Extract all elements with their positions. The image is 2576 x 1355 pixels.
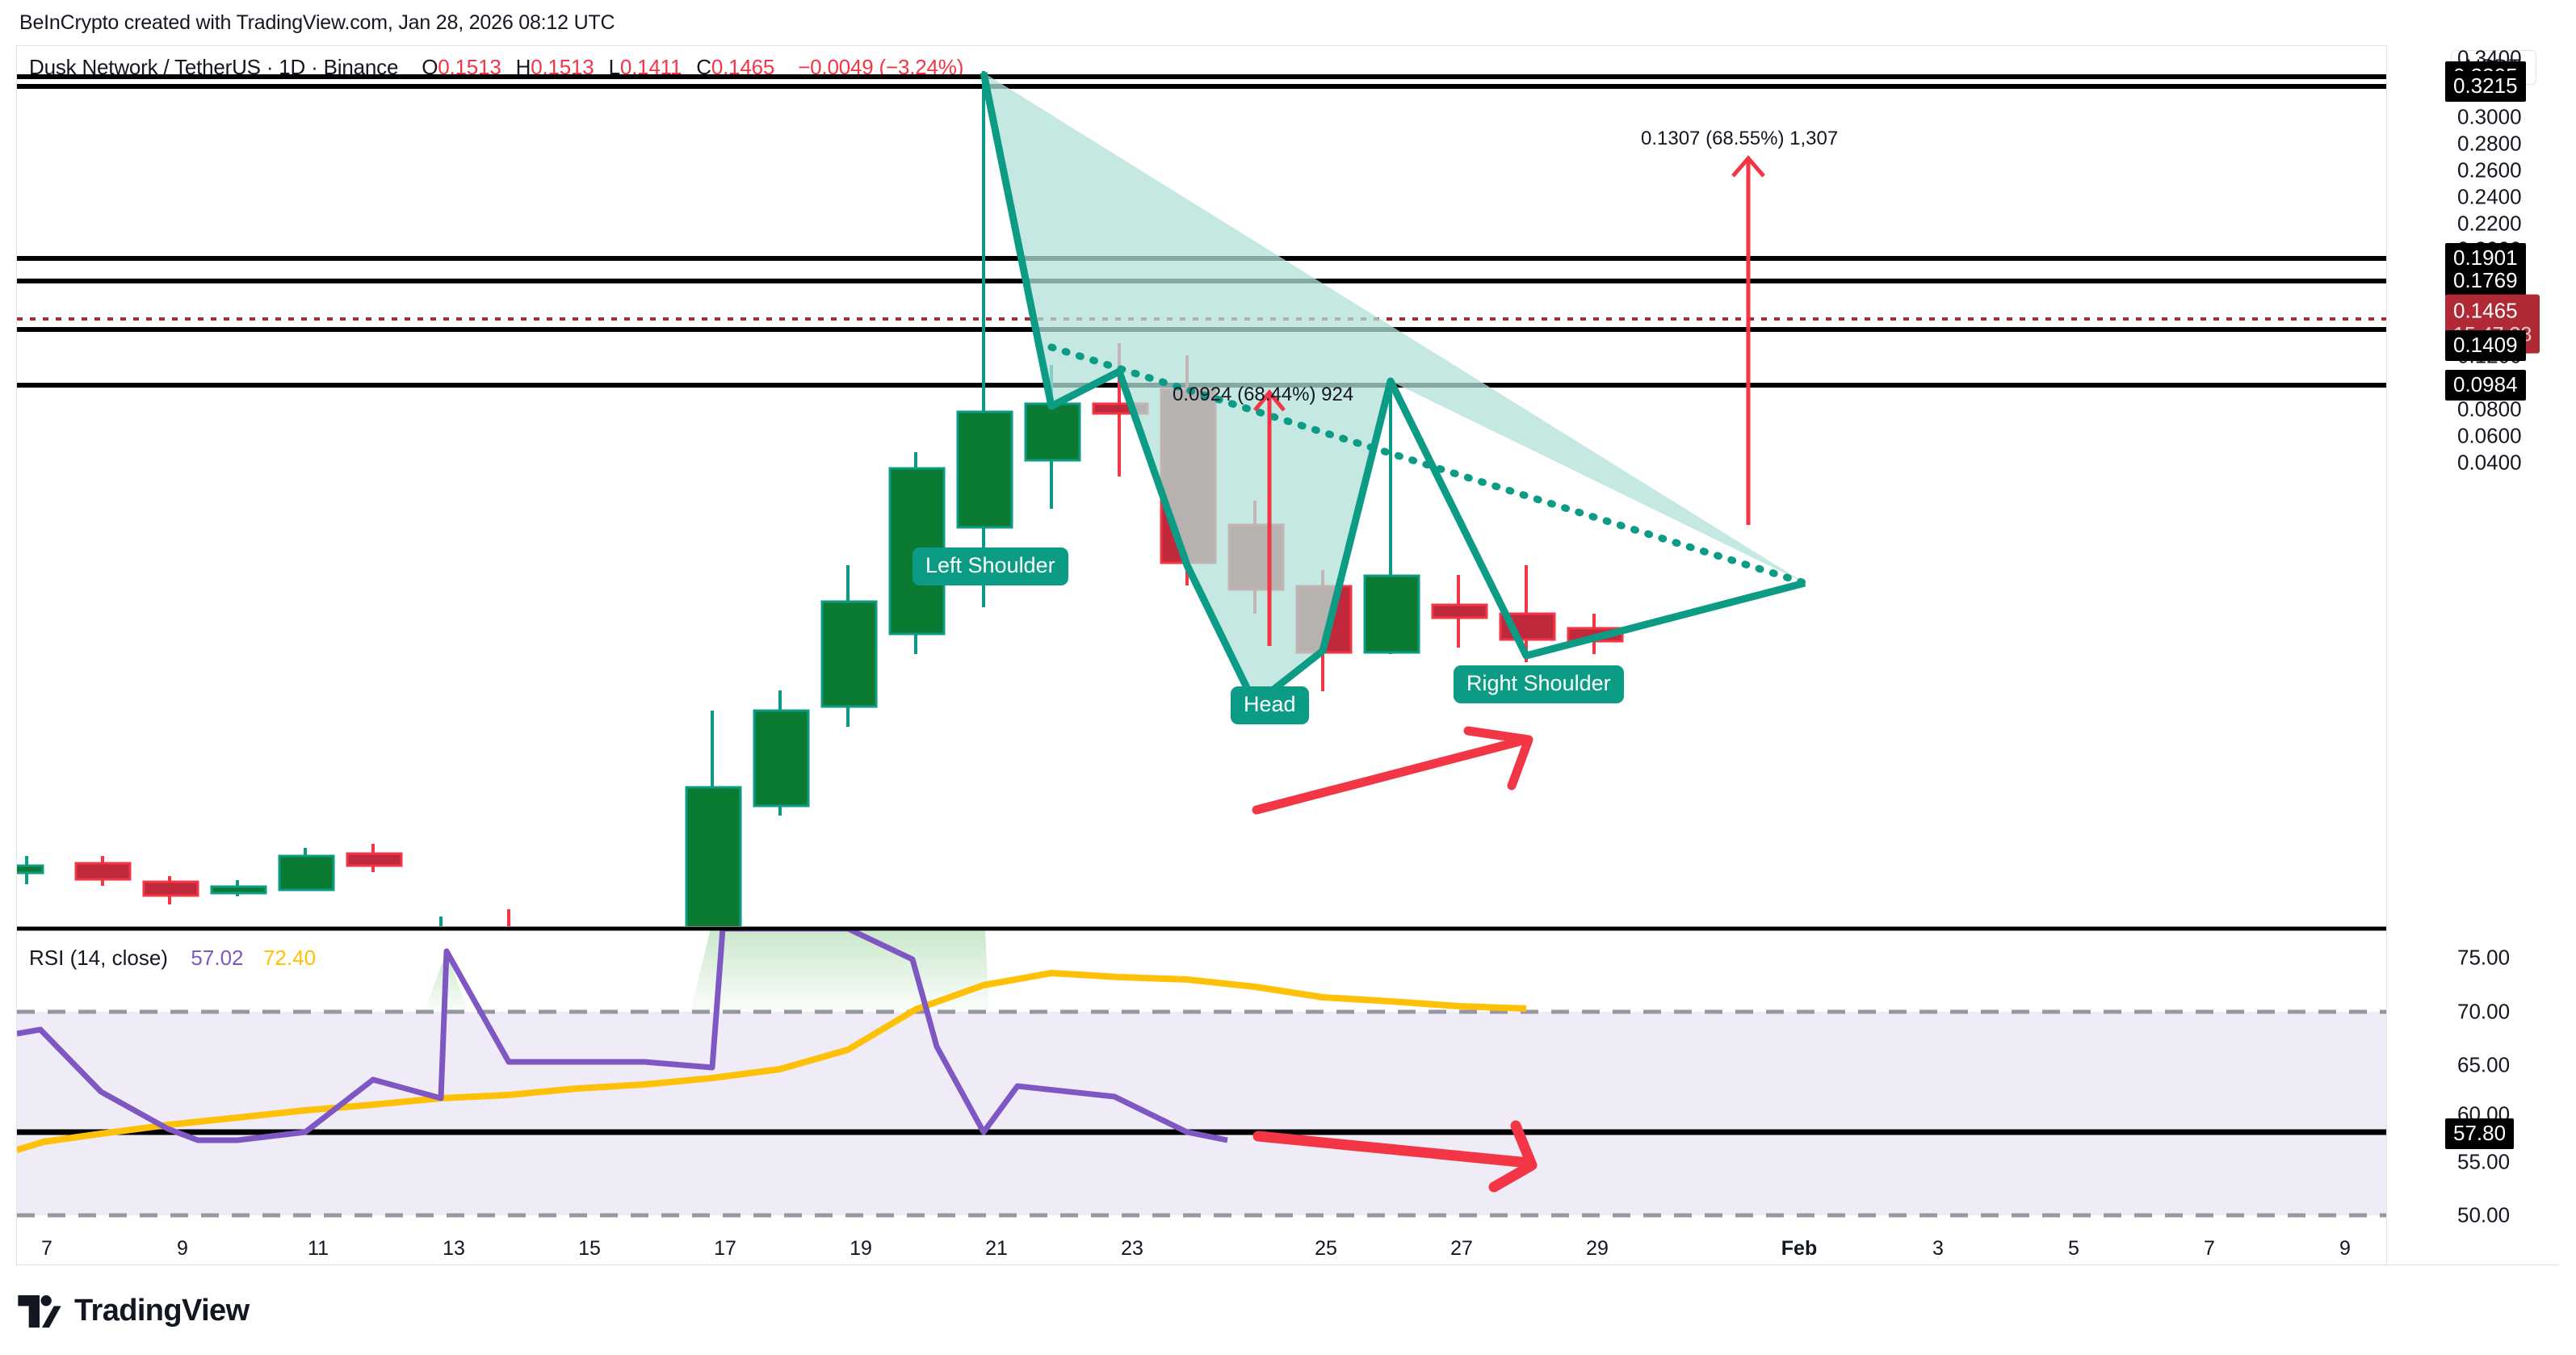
measure-text-upper: 0.1307 (68.55%) 1,307 xyxy=(1641,128,1839,149)
time-tick-11: 11 xyxy=(308,1237,329,1260)
candle xyxy=(142,876,199,904)
candle xyxy=(74,856,132,886)
time-tick-feb: Feb xyxy=(1781,1237,1818,1260)
tradingview-logo-icon xyxy=(18,1294,61,1328)
rsi-tick-65: 65.00 xyxy=(2457,1052,2511,1077)
time-tick-27: 27 xyxy=(1450,1237,1473,1260)
candle xyxy=(956,71,1013,607)
candle xyxy=(346,844,403,872)
candle xyxy=(210,880,267,896)
rsi-tick-50: 50.00 xyxy=(2457,1202,2511,1227)
candlestick-series xyxy=(17,71,1624,1001)
rsi-tick-70: 70.00 xyxy=(2457,999,2511,1024)
time-tick-5: 5 xyxy=(2068,1237,2079,1260)
price-tick-0-0800: 0.0800 xyxy=(2457,396,2522,422)
tradingview-brand-text: TradingView xyxy=(74,1294,250,1328)
rsi-band-background xyxy=(17,1012,2386,1215)
time-tick-13: 13 xyxy=(443,1237,465,1260)
price-level-label-0-3215[interactable]: 0.3215 xyxy=(2445,71,2526,102)
attribution-text: BeInCrypto created with TradingView.com,… xyxy=(19,11,615,34)
ohlc-low-key: L xyxy=(608,55,620,79)
price-trend-arrow xyxy=(1252,726,1533,815)
pattern-fill-left xyxy=(984,73,1805,704)
time-tick-3: 3 xyxy=(1932,1237,1944,1260)
time-tick-15: 15 xyxy=(578,1237,601,1260)
price-plot-group xyxy=(17,71,2386,1001)
candle xyxy=(278,848,335,891)
price-level-label-0-0984[interactable]: 0.0984 xyxy=(2445,370,2526,401)
rsi-legend-ma-value: 72.40 xyxy=(262,946,317,970)
pattern-label-right-shoulder[interactable]: Right Shoulder xyxy=(1454,665,1624,703)
chart-frame xyxy=(16,45,2560,1265)
price-level-label-0-1769[interactable]: 0.1769 xyxy=(2445,266,2526,296)
horizontal-level-lines xyxy=(17,74,2386,388)
ohlc-open-key: O xyxy=(422,55,438,79)
price-tick-0-3000: 0.3000 xyxy=(2457,104,2522,129)
rsi-tick-55: 55.00 xyxy=(2457,1149,2511,1174)
ohlc-close-key: C xyxy=(696,55,711,79)
rsi-pane-group xyxy=(17,929,2386,1218)
rsi-tick-75: 75.00 xyxy=(2457,945,2511,970)
time-scale[interactable] xyxy=(16,1265,2560,1307)
candle xyxy=(1431,575,1488,648)
candle xyxy=(1363,381,1420,654)
time-tick-7: 7 xyxy=(41,1237,52,1260)
rsi-legend-value: 57.02 xyxy=(191,946,244,970)
time-tick-23: 23 xyxy=(1121,1237,1143,1260)
time-tick-17: 17 xyxy=(714,1237,736,1260)
candle xyxy=(753,690,810,816)
rsi-ma-line xyxy=(17,970,1527,1153)
rsi-trend-arrow xyxy=(1252,1120,1538,1193)
time-tick-29: 29 xyxy=(1586,1237,1609,1260)
current-price-value: 0.1465 xyxy=(2453,298,2518,323)
rsi-line xyxy=(17,929,1228,1143)
price-level-label-0-1409[interactable]: 0.1409 xyxy=(2445,330,2526,361)
pattern-label-left-shoulder[interactable]: Left Shoulder xyxy=(913,547,1068,585)
ohlc-high-key: H xyxy=(515,55,531,79)
measure-arrows xyxy=(1253,155,1765,646)
time-tick-9: 9 xyxy=(177,1237,188,1260)
pattern-label-head[interactable]: Head xyxy=(1231,686,1309,724)
price-tick-0-2400: 0.2400 xyxy=(2457,184,2522,209)
measure-arrow-upper-head xyxy=(1731,155,1765,178)
rsi-overbought-area-2 xyxy=(690,929,989,1012)
candle xyxy=(17,856,44,884)
rsi-legend-title: RSI (14, close) xyxy=(29,946,168,970)
price-tick-0-2200: 0.2200 xyxy=(2457,211,2522,236)
candle xyxy=(820,565,878,727)
candle xyxy=(619,959,673,1001)
tradingview-brand[interactable]: TradingView xyxy=(18,1294,250,1328)
price-tick-0-0600: 0.0600 xyxy=(2457,423,2522,448)
price-tick-0-0400: 0.0400 xyxy=(2457,450,2522,475)
time-tick-25: 25 xyxy=(1315,1237,1337,1260)
time-tick-7b: 7 xyxy=(2204,1237,2215,1260)
head-and-shoulders-pattern xyxy=(980,72,1809,708)
rsi-current-label[interactable]: 57.80 xyxy=(2445,1118,2515,1149)
measure-text-lower: 0.0924 (68.44%) 924 xyxy=(1173,384,1354,405)
pattern-resistance-dotted xyxy=(1047,343,1809,587)
measure-arrow-lower-head xyxy=(1253,389,1286,412)
price-tick-0-2600: 0.2600 xyxy=(2457,157,2522,182)
rsi-legend[interactable]: RSI (14, close) 57.02 72.40 xyxy=(29,946,316,971)
candle xyxy=(507,909,510,926)
candle xyxy=(551,954,605,994)
candle xyxy=(685,711,742,926)
time-tick-19: 19 xyxy=(850,1237,872,1260)
price-tick-0-2800: 0.2800 xyxy=(2457,131,2522,156)
time-tick-9b: 9 xyxy=(2339,1237,2351,1260)
time-tick-21: 21 xyxy=(985,1237,1008,1260)
